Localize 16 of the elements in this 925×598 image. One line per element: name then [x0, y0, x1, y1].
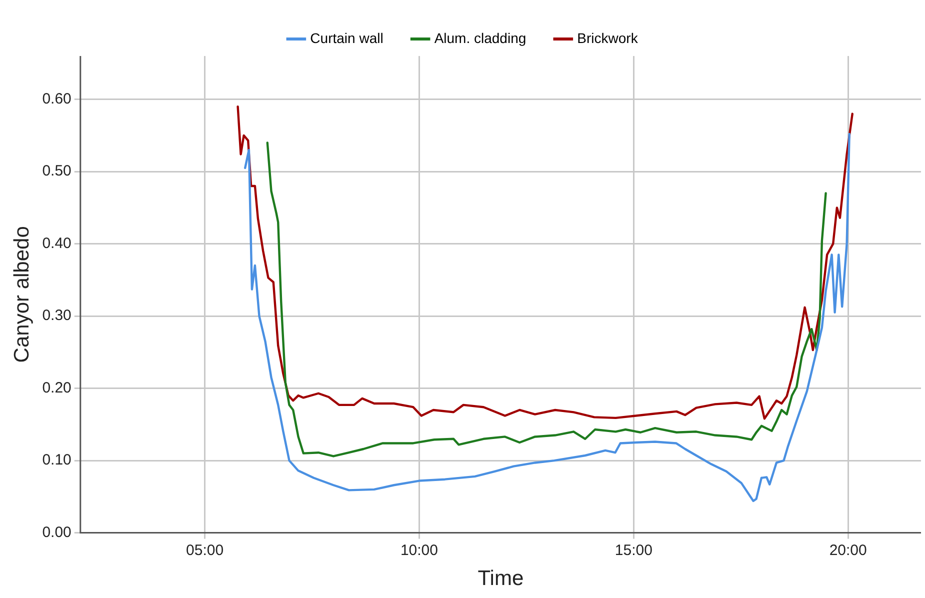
y-tick-label: 0.10 — [42, 452, 72, 469]
legend-label: Brickwork — [577, 30, 639, 46]
y-tick-label: 0.20 — [42, 379, 72, 396]
legend-label: Curtain wall — [310, 30, 384, 46]
y-tick-label: 0.40 — [42, 234, 72, 252]
legend-label: Alum. cladding — [434, 30, 526, 46]
x-tick-label: 20:00 — [829, 542, 867, 559]
y-tick-label: 0.00 — [42, 524, 72, 541]
y-tick-label: 0.30 — [42, 307, 72, 324]
x-tick-label: 10:00 — [400, 542, 438, 559]
y-tick-label: 0.60 — [42, 90, 72, 108]
x-tick-label: 05:00 — [186, 542, 224, 559]
x-tick-label: 15:00 — [614, 542, 652, 559]
x-axis-title: Time — [478, 567, 524, 590]
y-axis-title: Canyor albedo — [10, 226, 34, 363]
y-tick-label: 0.50 — [42, 162, 72, 180]
